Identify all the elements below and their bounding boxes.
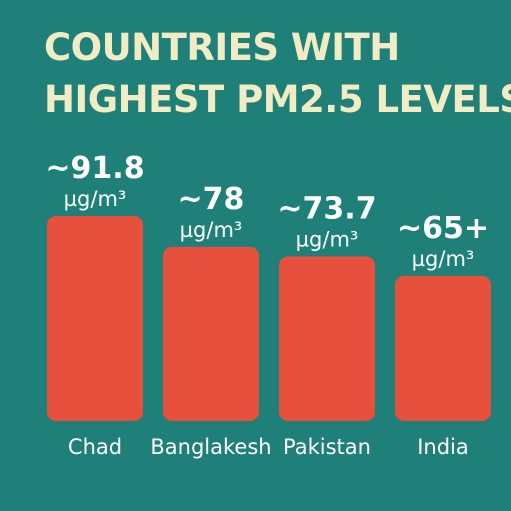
chart-title-line-2: HIGHEST PM2.5 LEVELS: [44, 78, 511, 121]
bar-1: [163, 246, 259, 421]
data-label-value-3: ~65+: [397, 211, 489, 246]
x-tick-label-2: Pakistan: [283, 435, 371, 459]
data-label-unit-0: µg/m³: [64, 187, 127, 211]
x-tick-label-0: Chad: [68, 435, 122, 459]
data-label-unit-3: µg/m³: [412, 247, 475, 271]
chart-title-line-1: COUNTRIES WITH: [44, 26, 400, 69]
data-label-value-1: ~78: [178, 182, 245, 217]
data-label-unit-1: µg/m³: [180, 218, 243, 242]
bar-2: [279, 256, 375, 421]
bar-0: [47, 216, 143, 421]
x-tick-label-1: Banglakesh: [150, 435, 271, 459]
x-tick-label-3: India: [417, 435, 469, 459]
data-label-value-0: ~91.8: [45, 151, 144, 186]
data-label-unit-2: µg/m³: [296, 227, 359, 251]
bar-3: [395, 275, 491, 421]
data-label-value-2: ~73.7: [277, 191, 376, 226]
